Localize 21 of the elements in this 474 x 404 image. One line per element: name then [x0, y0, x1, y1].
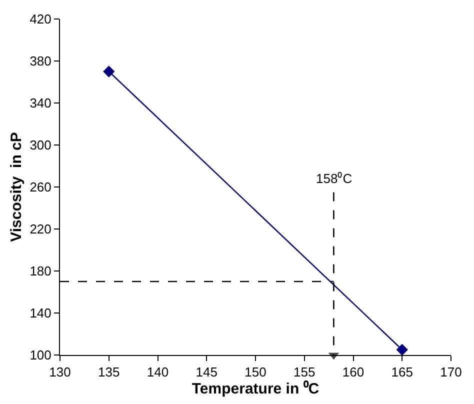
x-tick-label: 170: [440, 364, 462, 380]
y-tick-label: 100: [30, 348, 52, 363]
y-tick-label: 420: [30, 12, 52, 27]
x-tick-label: 140: [146, 364, 169, 380]
y-tick-label: 300: [30, 138, 52, 153]
y-tick-label: 260: [30, 180, 52, 195]
annotation: 158⁰C: [316, 171, 352, 186]
y-tick-label: 220: [30, 222, 52, 237]
x-tick-label: 160: [342, 364, 364, 380]
x-tick-label: 155: [294, 364, 316, 380]
x-tick-label: 150: [244, 364, 266, 380]
x-tick-label: 135: [98, 364, 120, 380]
x-tick-label: 165: [391, 364, 413, 380]
x-axis-title: Temperature in ⁰C: [192, 380, 320, 398]
y-tick-label: 140: [30, 306, 52, 321]
x-tick-label: 145: [196, 364, 218, 380]
y-axis-title: Viscosity in cP: [8, 132, 25, 242]
y-tick-label: 380: [30, 54, 52, 69]
x-tick-label: 130: [49, 364, 71, 380]
y-tick-label: 340: [30, 96, 52, 111]
y-tick-label: 180: [30, 264, 52, 279]
